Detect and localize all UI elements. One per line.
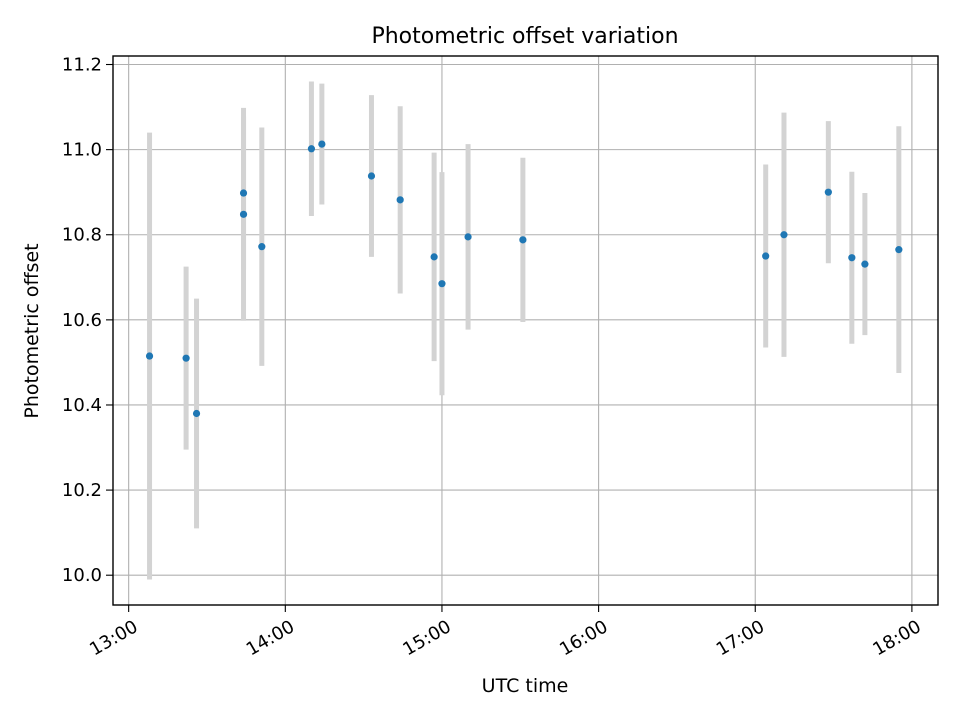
y-tick-label: 10.4 (62, 395, 102, 416)
y-tick-label: 10.2 (62, 480, 102, 501)
data-point (318, 140, 326, 148)
data-point (895, 246, 903, 254)
y-tick-label: 10.0 (62, 565, 102, 586)
data-point (192, 409, 201, 418)
x-tick-label: 18:00 (869, 616, 924, 660)
data-point (182, 354, 190, 362)
data-point (258, 243, 266, 251)
point-layer (145, 140, 903, 418)
data-point (239, 210, 248, 218)
x-tick-label: 14:00 (243, 616, 298, 660)
x-tick-label: 17:00 (713, 616, 768, 660)
x-tick-label: 16:00 (556, 616, 611, 660)
data-point (861, 260, 869, 268)
chart-title: Photometric offset variation (371, 24, 678, 49)
plot-frame (112, 55, 939, 606)
data-point (780, 231, 788, 239)
data-point (762, 252, 770, 260)
data-point (239, 189, 248, 197)
data-point (307, 145, 316, 153)
errorbar-layer (147, 81, 902, 580)
data-point (824, 188, 832, 196)
data-point (396, 196, 404, 204)
x-tick-label: 15:00 (399, 616, 454, 660)
y-axis-label: Photometric offset (21, 243, 43, 418)
y-tick-label: 11.0 (62, 140, 102, 161)
data-point (464, 233, 472, 241)
data-point (145, 352, 154, 360)
data-point (519, 236, 527, 244)
data-point (848, 254, 856, 262)
x-tick-label: 13:00 (86, 616, 141, 660)
tick-layer: 13:00 14:00 15:00 16:00 17:00 18:00 10.0 10.2 10… (62, 55, 925, 661)
data-point (367, 172, 376, 180)
grid-layer (113, 56, 938, 605)
x-axis-label: UTC time (482, 675, 569, 697)
data-point (430, 253, 438, 261)
data-point (438, 280, 446, 288)
y-tick-label: 10.8 (62, 225, 102, 246)
y-tick-label: 11.2 (62, 55, 102, 76)
y-tick-label: 10.6 (62, 310, 102, 331)
